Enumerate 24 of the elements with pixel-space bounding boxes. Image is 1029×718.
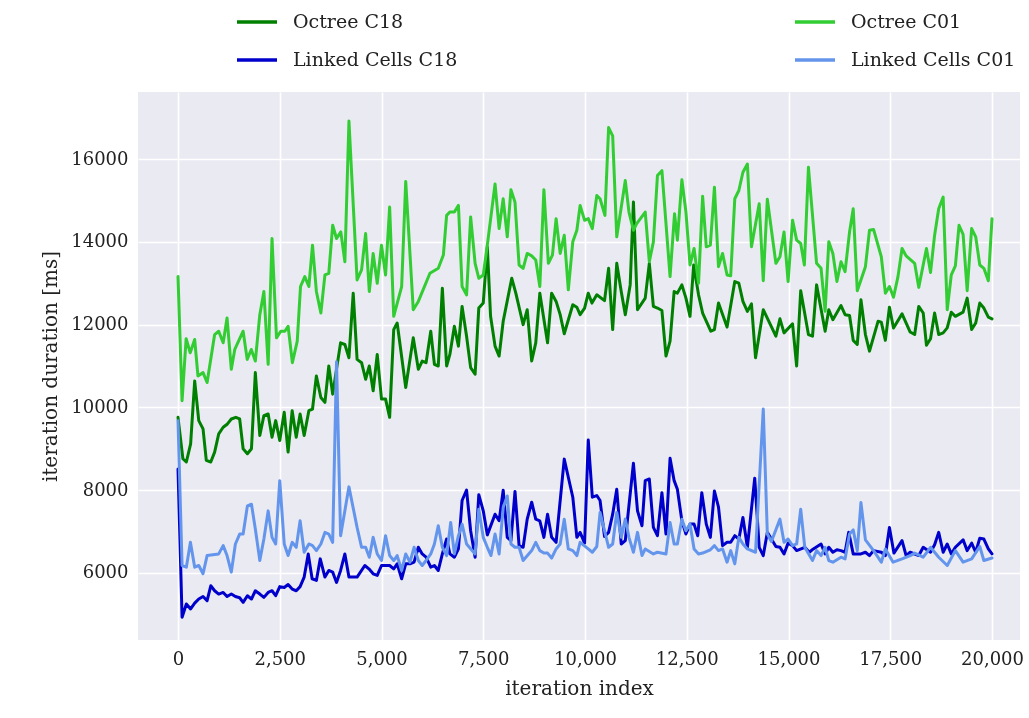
x-axis-title: iteration index	[505, 675, 655, 700]
y-tick-label: 12000	[71, 313, 129, 335]
legend-label: Linked Cells C01	[851, 48, 1016, 70]
line-series	[176, 360, 994, 576]
y-tick-label: 14000	[71, 230, 129, 252]
x-tick-label: 7,500	[457, 647, 510, 669]
line-series	[176, 119, 994, 403]
y-tick-label: 6000	[82, 561, 129, 583]
y-tick-label: 8000	[82, 478, 129, 500]
x-tick-label: 0	[172, 647, 185, 669]
y-tick-label: 16000	[71, 147, 129, 169]
line-series	[176, 200, 994, 464]
y-tick-label: 10000	[71, 395, 129, 417]
x-tick-label: 15,000	[757, 647, 821, 669]
x-tick-label: 2,500	[254, 647, 307, 669]
legend-label: Linked Cells C18	[293, 48, 458, 70]
x-tick-label: 17,500	[859, 647, 923, 669]
legend-label: Octree C01	[851, 10, 962, 32]
legend-label: Octree C18	[293, 10, 404, 32]
y-axis-title: iteration duration [ms]	[38, 250, 63, 483]
x-tick-label: 12,500	[655, 647, 719, 669]
x-tick-label: 20,000	[961, 647, 1024, 669]
x-tick-label: 10,000	[554, 647, 617, 669]
x-tick-label: 5,000	[356, 647, 408, 669]
